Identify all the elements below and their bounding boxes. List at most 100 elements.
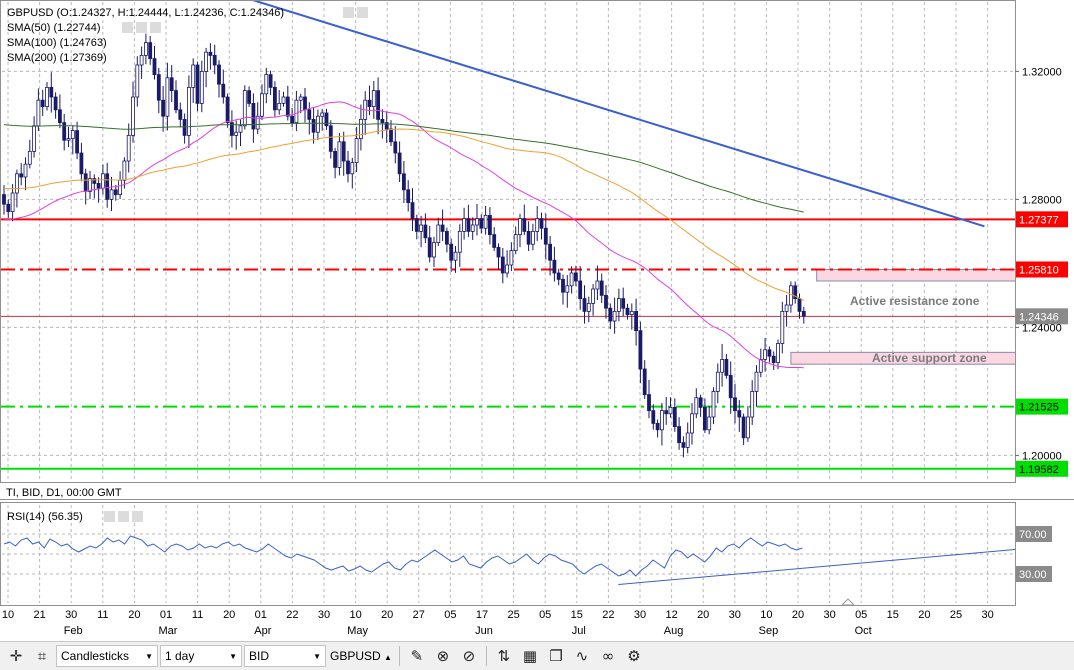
- candle-body: [548, 243, 552, 261]
- gear-icon[interactable]: ⚙: [627, 647, 641, 665]
- candle-body: [737, 410, 742, 418]
- candle-body: [311, 119, 316, 133]
- eye-hide-icon[interactable]: ⊘: [462, 647, 476, 665]
- candle-body: [212, 55, 217, 66]
- month-label: Apr: [254, 625, 271, 637]
- candle-body: [101, 173, 105, 189]
- candle-body: [152, 58, 157, 75]
- rsi-legend-buttons[interactable]: [104, 511, 143, 522]
- x-tick-label: 11: [97, 609, 108, 621]
- scroll-right-arrow-icon[interactable]: [840, 598, 856, 606]
- candle-body: [217, 64, 221, 85]
- month-label: Jul: [572, 625, 586, 637]
- crop-icon[interactable]: ⌗: [37, 647, 47, 665]
- x-tick-label: 30: [823, 609, 835, 621]
- candle-body: [419, 224, 424, 232]
- candle-body: [574, 272, 578, 282]
- toolbar-separator: [485, 646, 487, 666]
- rsi-legend: RSI(14) (56.35): [7, 511, 83, 523]
- candle-body: [479, 218, 484, 229]
- sma50-close-icon[interactable]: [150, 22, 161, 33]
- price-level-label: 1.21525: [1019, 402, 1059, 414]
- candle-body: [143, 42, 148, 56]
- candle-body: [2, 194, 6, 205]
- candle-body: [88, 178, 92, 192]
- candle-body: [599, 280, 604, 296]
- candle-body: [642, 368, 647, 396]
- x-tick-label: 30: [318, 609, 330, 621]
- x-tick-label: 20: [381, 609, 393, 621]
- candle-body: [105, 173, 110, 200]
- candle-body: [703, 406, 707, 431]
- candle-body: [27, 150, 32, 165]
- main-pane[interactable]: [0, 0, 1016, 483]
- candle-body: [126, 134, 131, 162]
- candle-body: [285, 96, 290, 117]
- legend-buttons[interactable]: [343, 7, 368, 18]
- pencil-icon[interactable]: ✎: [410, 647, 424, 665]
- x-tick-label: 30: [981, 609, 993, 621]
- candle-body: [531, 230, 535, 245]
- bottom-toolbar: ✛ ⌗ Candlesticks ▼ 1 day ▼ BID ▼ GBPUSD ▲ ✎…: [0, 641, 1074, 670]
- candle-body: [776, 342, 780, 363]
- candle-body: [578, 280, 583, 300]
- candle-body: [83, 173, 88, 192]
- grid-layout-icon[interactable]: ▦: [522, 647, 538, 665]
- candle-body: [492, 234, 497, 248]
- crosshair-icon[interactable]: ✛: [9, 647, 23, 665]
- price-type-select[interactable]: BID ▼: [244, 645, 326, 667]
- candle-body: [535, 218, 540, 232]
- chart-type-select[interactable]: Candlesticks ▼: [56, 645, 158, 667]
- sma50-hide-icon[interactable]: [136, 22, 147, 33]
- x-tick-label: 22: [286, 609, 298, 621]
- legend-close-icon[interactable]: [357, 7, 368, 18]
- candle-body: [543, 227, 548, 245]
- candle-body: [685, 432, 690, 448]
- candle-body: [539, 218, 544, 229]
- candle-body: [780, 310, 785, 344]
- candle-body: [509, 250, 514, 266]
- candle-body: [23, 163, 28, 178]
- price-level-label: 1.19582: [1019, 464, 1059, 476]
- candle-body: [199, 71, 204, 104]
- candle-body: [36, 99, 41, 127]
- candle-body: [565, 285, 570, 293]
- x-tick-label: 27: [413, 609, 425, 621]
- candle-body: [436, 224, 441, 244]
- candle-body: [733, 397, 737, 411]
- candle-body: [487, 214, 492, 235]
- timeframe-value: 1 day: [165, 649, 195, 663]
- candle-body: [513, 234, 518, 252]
- candle-body: [10, 192, 15, 212]
- candle-body: [406, 189, 411, 204]
- templates-icon[interactable]: ❐: [549, 647, 563, 665]
- price-axis[interactable]: 1.32000 1.28000 1.24000 1.20000 70.00 30.00: [1015, 66, 1062, 582]
- candle-body: [582, 298, 587, 312]
- sma50-settings-icon[interactable]: [122, 22, 133, 33]
- symbol-selector[interactable]: GBPUSD ▲: [328, 649, 394, 663]
- y-tick-label: 1.24000: [1022, 322, 1062, 334]
- candle-body: [453, 251, 458, 261]
- rsi-settings-icon[interactable]: [104, 511, 115, 522]
- candle-body: [496, 246, 501, 258]
- sort-icon[interactable]: ⇅: [497, 647, 511, 665]
- candle-body: [135, 64, 140, 98]
- timeframe-select[interactable]: 1 day ▼: [160, 645, 242, 667]
- rsi-hide-icon[interactable]: [118, 511, 129, 522]
- candle-body: [49, 87, 54, 98]
- indicators-icon[interactable]: ∿: [575, 647, 589, 665]
- candle-body: [303, 96, 307, 111]
- candle-body: [750, 390, 755, 418]
- magnet-icon[interactable]: ⊗: [436, 647, 450, 665]
- candle-body: [307, 109, 312, 120]
- rsi-close-icon[interactable]: [132, 511, 143, 522]
- time-axis[interactable]: 10 21 30 11 20 01 11 20 01 22 30 10 20 27 05 17 25 05 15 22…: [2, 609, 994, 637]
- x-tick-label: 30: [729, 609, 741, 621]
- candle-body: [552, 259, 557, 274]
- candle-body: [414, 218, 419, 232]
- link-icon[interactable]: ∞: [601, 647, 615, 665]
- candle-body: [651, 410, 656, 424]
- legend-settings-icon[interactable]: [343, 7, 354, 18]
- candle-body: [698, 397, 703, 408]
- sma50-legend-buttons[interactable]: [122, 22, 161, 33]
